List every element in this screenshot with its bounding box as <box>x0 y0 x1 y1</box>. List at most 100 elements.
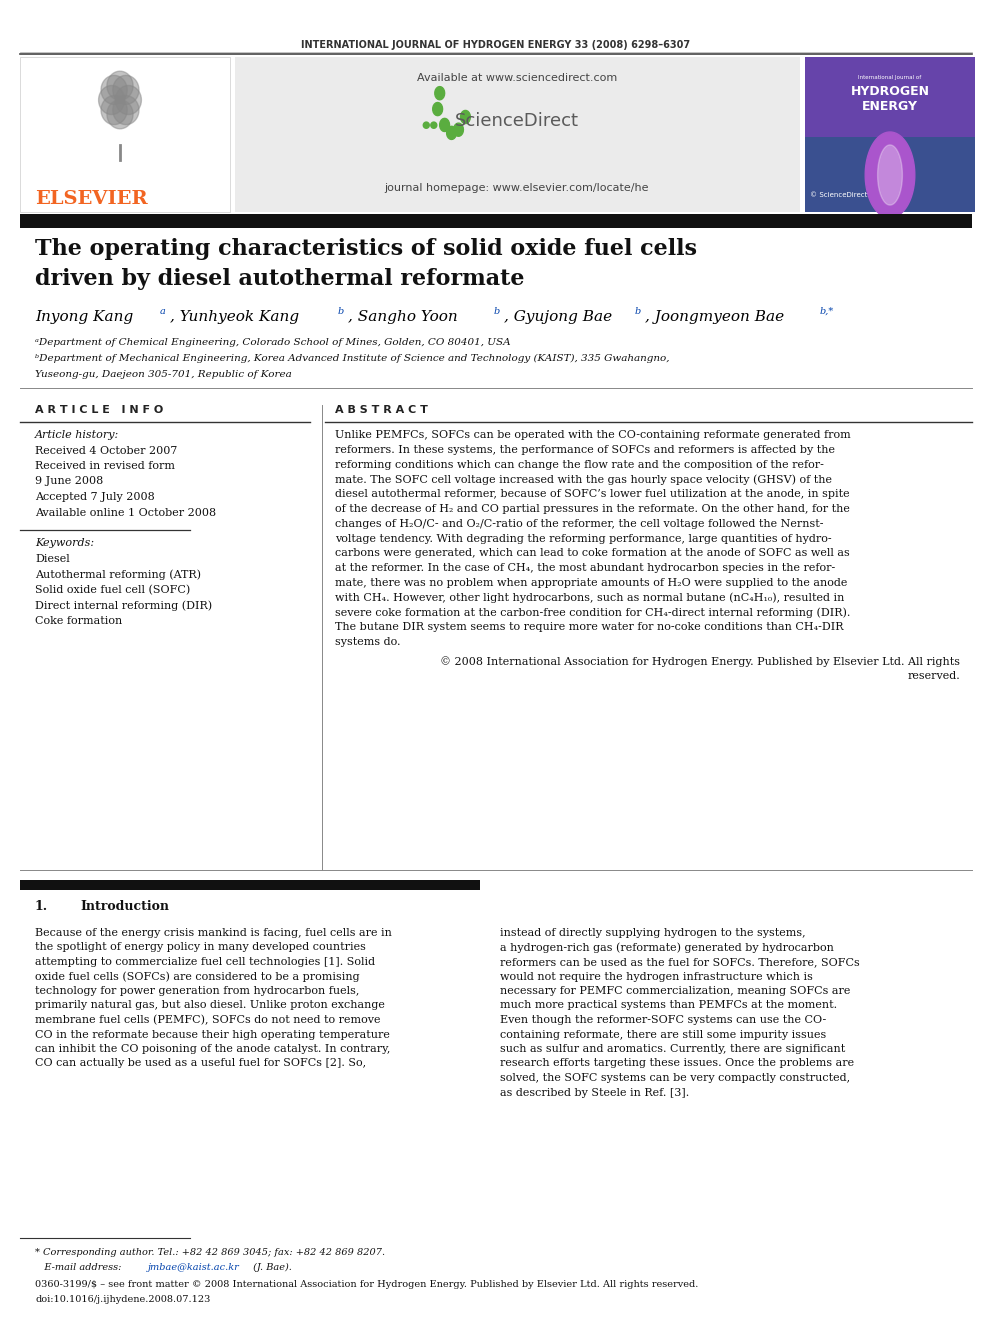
Text: Solid oxide fuel cell (SOFC): Solid oxide fuel cell (SOFC) <box>35 585 190 595</box>
Polygon shape <box>115 86 142 115</box>
Text: Available online 1 October 2008: Available online 1 October 2008 <box>35 508 216 517</box>
Text: , Yunhyeok Kang: , Yunhyeok Kang <box>170 310 300 324</box>
Text: journal homepage: www.elsevier.com/locate/he: journal homepage: www.elsevier.com/locat… <box>385 183 649 193</box>
FancyBboxPatch shape <box>20 880 480 890</box>
Text: reformers can be used as the fuel for SOFCs. Therefore, SOFCs: reformers can be used as the fuel for SO… <box>500 957 860 967</box>
Text: oxide fuel cells (SOFCs) are considered to be a promising: oxide fuel cells (SOFCs) are considered … <box>35 971 360 982</box>
Text: much more practical systems than PEMFCs at the moment.: much more practical systems than PEMFCs … <box>500 1000 837 1011</box>
Text: Keywords:: Keywords: <box>35 538 94 548</box>
Text: carbons were generated, which can lead to coke formation at the anode of SOFC as: carbons were generated, which can lead t… <box>335 549 850 558</box>
Text: b: b <box>494 307 500 316</box>
Text: Introduction: Introduction <box>80 900 169 913</box>
Text: ELSEVIER: ELSEVIER <box>35 191 148 208</box>
Text: reserved.: reserved. <box>908 671 960 681</box>
Text: CO in the reformate because their high operating temperature: CO in the reformate because their high o… <box>35 1029 390 1040</box>
Polygon shape <box>878 146 903 205</box>
Text: of the decrease of H₂ and CO partial pressures in the reformate. On the other ha: of the decrease of H₂ and CO partial pre… <box>335 504 850 515</box>
Text: Even though the reformer-SOFC systems can use the CO-: Even though the reformer-SOFC systems ca… <box>500 1015 826 1025</box>
Text: technology for power generation from hydrocarbon fuels,: technology for power generation from hyd… <box>35 986 359 996</box>
Text: mate, there was no problem when appropriate amounts of H₂O were supplied to the : mate, there was no problem when appropri… <box>335 578 847 587</box>
Text: doi:10.1016/j.ijhydene.2008.07.123: doi:10.1016/j.ijhydene.2008.07.123 <box>35 1295 210 1304</box>
Text: changes of H₂O/C- and O₂/C-ratio of the reformer, the cell voltage followed the : changes of H₂O/C- and O₂/C-ratio of the … <box>335 519 823 529</box>
Polygon shape <box>107 71 133 101</box>
Text: International Journal of: International Journal of <box>858 75 922 79</box>
Text: Available at www.sciencedirect.com: Available at www.sciencedirect.com <box>417 73 617 83</box>
Text: Because of the energy crisis mankind is facing, fuel cells are in: Because of the energy crisis mankind is … <box>35 927 392 938</box>
Text: A R T I C L E   I N F O: A R T I C L E I N F O <box>35 405 164 415</box>
Text: containing reformate, there are still some impurity issues: containing reformate, there are still so… <box>500 1029 826 1040</box>
Text: primarily natural gas, but also diesel. Unlike proton exchange: primarily natural gas, but also diesel. … <box>35 1000 385 1011</box>
Polygon shape <box>101 95 127 124</box>
FancyBboxPatch shape <box>20 57 230 212</box>
Text: © 2008 International Association for Hydrogen Energy. Published by Elsevier Ltd.: © 2008 International Association for Hyd… <box>440 656 960 667</box>
FancyBboxPatch shape <box>805 57 975 138</box>
Text: instead of directly supplying hydrogen to the systems,: instead of directly supplying hydrogen t… <box>500 927 806 938</box>
Text: at the reformer. In the case of CH₄, the most abundant hydrocarbon species in th: at the reformer. In the case of CH₄, the… <box>335 564 835 573</box>
Polygon shape <box>433 102 442 115</box>
Text: 1.: 1. <box>35 900 49 913</box>
Polygon shape <box>434 86 444 99</box>
Polygon shape <box>439 118 449 131</box>
Text: necessary for PEMFC commercialization, meaning SOFCs are: necessary for PEMFC commercialization, m… <box>500 986 850 996</box>
Text: , Joongmyeon Bae: , Joongmyeon Bae <box>645 310 784 324</box>
Text: would not require the hydrogen infrastructure which is: would not require the hydrogen infrastru… <box>500 971 812 982</box>
Text: jmbae@kaist.ac.kr: jmbae@kaist.ac.kr <box>148 1263 240 1271</box>
Text: Article history:: Article history: <box>35 430 119 441</box>
Text: ᵇDepartment of Mechanical Engineering, Korea Advanced Institute of Science and T: ᵇDepartment of Mechanical Engineering, K… <box>35 355 670 363</box>
Text: 9 June 2008: 9 June 2008 <box>35 476 103 487</box>
Text: reformers. In these systems, the performance of SOFCs and reformers is affected : reformers. In these systems, the perform… <box>335 445 835 455</box>
Text: research efforts targeting these issues. Once the problems are: research efforts targeting these issues.… <box>500 1058 854 1069</box>
Text: Autothermal reforming (ATR): Autothermal reforming (ATR) <box>35 569 201 579</box>
Text: Coke formation: Coke formation <box>35 615 122 626</box>
Text: driven by diesel autothermal reformate: driven by diesel autothermal reformate <box>35 269 525 290</box>
Text: Diesel: Diesel <box>35 553 69 564</box>
Polygon shape <box>446 126 456 139</box>
Text: severe coke formation at the carbon-free condition for CH₄-direct internal refor: severe coke formation at the carbon-free… <box>335 607 850 618</box>
Text: Direct internal reforming (DIR): Direct internal reforming (DIR) <box>35 601 212 610</box>
Text: © ScienceDirect: © ScienceDirect <box>810 192 867 198</box>
Text: Accepted 7 July 2008: Accepted 7 July 2008 <box>35 492 155 501</box>
Text: The butane DIR system seems to require more water for no-coke conditions than CH: The butane DIR system seems to require m… <box>335 622 843 632</box>
Text: attempting to commercialize fuel cell technologies [1]. Solid: attempting to commercialize fuel cell te… <box>35 957 375 967</box>
Polygon shape <box>101 75 127 105</box>
Polygon shape <box>865 132 915 218</box>
Text: diesel autothermal reformer, because of SOFC’s lower fuel utilization at the ano: diesel autothermal reformer, because of … <box>335 490 849 499</box>
Polygon shape <box>113 75 139 105</box>
FancyBboxPatch shape <box>235 57 800 212</box>
Text: E-mail address:: E-mail address: <box>35 1263 125 1271</box>
Polygon shape <box>107 99 133 128</box>
Text: Inyong Kang: Inyong Kang <box>35 310 133 324</box>
Text: The operating characteristics of solid oxide fuel cells: The operating characteristics of solid o… <box>35 238 697 261</box>
Text: Unlike PEMFCs, SOFCs can be operated with the CO-containing reformate generated : Unlike PEMFCs, SOFCs can be operated wit… <box>335 430 851 441</box>
Text: such as sulfur and aromatics. Currently, there are significant: such as sulfur and aromatics. Currently,… <box>500 1044 845 1054</box>
Text: Yuseong-gu, Daejeon 305-701, Republic of Korea: Yuseong-gu, Daejeon 305-701, Republic of… <box>35 370 292 378</box>
Text: systems do.: systems do. <box>335 638 401 647</box>
Text: as described by Steele in Ref. [3].: as described by Steele in Ref. [3]. <box>500 1088 689 1098</box>
FancyBboxPatch shape <box>20 214 972 228</box>
Text: with CH₄. However, other light hydrocarbons, such as normal butane (nC₄H₁₀), res: with CH₄. However, other light hydrocarb… <box>335 593 844 603</box>
Text: ScienceDirect: ScienceDirect <box>455 112 579 130</box>
Text: Received 4 October 2007: Received 4 October 2007 <box>35 446 178 455</box>
Polygon shape <box>453 123 463 136</box>
Text: membrane fuel cells (PEMFC), SOFCs do not need to remove: membrane fuel cells (PEMFC), SOFCs do no… <box>35 1015 381 1025</box>
Text: solved, the SOFC systems can be very compactly constructed,: solved, the SOFC systems can be very com… <box>500 1073 850 1084</box>
Text: ᵃDepartment of Chemical Engineering, Colorado School of Mines, Golden, CO 80401,: ᵃDepartment of Chemical Engineering, Col… <box>35 337 511 347</box>
Text: , Gyujong Bae: , Gyujong Bae <box>504 310 612 324</box>
Text: voltage tendency. With degrading the reforming performance, large quantities of : voltage tendency. With degrading the ref… <box>335 533 831 544</box>
Text: ENERGY: ENERGY <box>862 101 918 112</box>
Text: Received in revised form: Received in revised form <box>35 460 175 471</box>
Text: b,*: b,* <box>820 307 834 316</box>
Text: a: a <box>160 307 166 316</box>
Text: ●●: ●● <box>422 120 438 130</box>
Text: 0360-3199/$ – see front matter © 2008 International Association for Hydrogen Ene: 0360-3199/$ – see front matter © 2008 In… <box>35 1279 698 1289</box>
Polygon shape <box>113 95 139 124</box>
Text: the spotlight of energy policy in many developed countries: the spotlight of energy policy in many d… <box>35 942 366 953</box>
Text: b: b <box>635 307 641 316</box>
Text: A B S T R A C T: A B S T R A C T <box>335 405 428 415</box>
Polygon shape <box>98 86 125 115</box>
Text: INTERNATIONAL JOURNAL OF HYDROGEN ENERGY 33 (2008) 6298–6307: INTERNATIONAL JOURNAL OF HYDROGEN ENERGY… <box>302 40 690 50</box>
Text: * Corresponding author. Tel.: +82 42 869 3045; fax: +82 42 869 8207.: * Corresponding author. Tel.: +82 42 869… <box>35 1248 385 1257</box>
Text: (J. Bae).: (J. Bae). <box>250 1263 292 1273</box>
Text: HYDROGEN: HYDROGEN <box>850 85 930 98</box>
FancyBboxPatch shape <box>805 57 975 212</box>
